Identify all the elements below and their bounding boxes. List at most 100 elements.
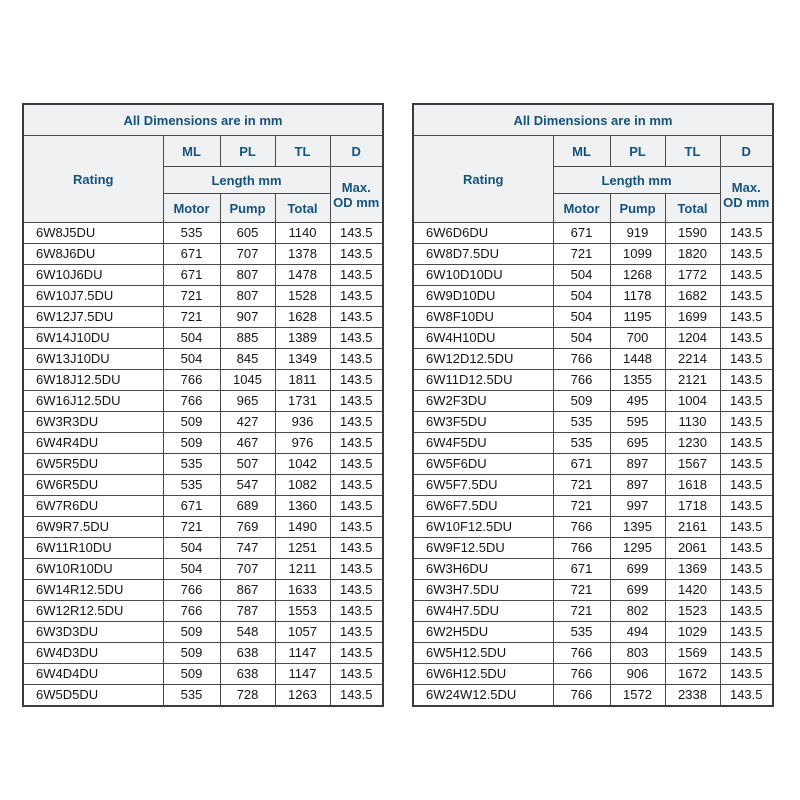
table-row: 6W6H12.5DU 766 906 1672 143.5 (412, 663, 774, 685)
max-od-cell: 143.5 (329, 411, 384, 433)
title-row: All Dimensions are in mm (412, 103, 774, 136)
pump-length-cell: 907 (219, 306, 276, 328)
rating-cell: 6W5F6DU (412, 453, 554, 475)
motor-length-cell: 766 (552, 348, 611, 370)
pump-length-cell: 1572 (609, 684, 666, 707)
max-od-cell: 143.5 (329, 684, 384, 707)
abbrev-header-row: Rating ML PL TL D (412, 135, 774, 223)
motor-length-cell: 721 (552, 495, 611, 517)
motor-length-cell: 535 (552, 621, 611, 643)
table-row: 6W13J10DU 504 845 1349 143.5 (22, 348, 384, 370)
table-row: 6W14R12.5DU 766 867 1633 143.5 (22, 579, 384, 601)
total-length-cell: 1004 (664, 390, 721, 412)
total-length-cell: 1682 (664, 285, 721, 307)
motor-length-cell: 766 (162, 579, 221, 601)
pump-length-cell: 997 (609, 495, 666, 517)
pump-length-cell: 605 (219, 222, 276, 244)
rating-cell: 6W18J12.5DU (22, 369, 164, 391)
max-od-cell: 143.5 (719, 369, 774, 391)
table-row: 6W9D10DU 504 1178 1682 143.5 (412, 285, 774, 307)
max-od-cell: 143.5 (329, 264, 384, 286)
motor-length-cell: 671 (162, 495, 221, 517)
motor-length-cell: 766 (552, 369, 611, 391)
motor-length-cell: 504 (552, 264, 611, 286)
motor-length-cell: 766 (552, 663, 611, 685)
table-row: 6W2F3DU 509 495 1004 143.5 (412, 390, 774, 412)
total-length-cell: 1820 (664, 243, 721, 265)
rating-cell: 6W10F12.5DU (412, 516, 554, 538)
table-row: 6W10J7.5DU 721 807 1528 143.5 (22, 285, 384, 307)
max-od-cell: 143.5 (719, 390, 774, 412)
max-od-cell: 143.5 (719, 264, 774, 286)
pump-length-cell: 787 (219, 600, 276, 622)
motor-length-cell: 766 (552, 642, 611, 664)
pump-length-cell: 427 (219, 411, 276, 433)
table-row: 6W10F12.5DU 766 1395 2161 143.5 (412, 516, 774, 538)
table-row: 6W5R5DU 535 507 1042 143.5 (22, 453, 384, 475)
max-od-cell: 143.5 (329, 222, 384, 244)
table-body-left: 6W8J5DU 535 605 1140 143.5 6W8J6DU 671 707 1378 1… (22, 222, 384, 707)
pump-length-cell: 867 (219, 579, 276, 601)
table-row: 6W8J6DU 671 707 1378 143.5 (22, 243, 384, 265)
max-od-cell: 143.5 (329, 495, 384, 517)
pump-length-cell: 507 (219, 453, 276, 475)
pump-length-cell: 897 (609, 453, 666, 475)
table-row: 6W24W12.5DU 766 1572 2338 143.5 (412, 684, 774, 707)
total-length-cell: 1251 (274, 537, 331, 559)
max-od-cell: 143.5 (329, 474, 384, 496)
rating-cell: 6W9R7.5DU (22, 516, 164, 538)
motor-length-cell: 504 (552, 327, 611, 349)
total-length-cell: 1699 (664, 306, 721, 328)
rating-cell: 6W6H12.5DU (412, 663, 554, 685)
pump-length-cell: 897 (609, 474, 666, 496)
motor-length-cell: 766 (162, 390, 221, 412)
motor-length-cell: 766 (162, 369, 221, 391)
rating-cell: 6W10J6DU (22, 264, 164, 286)
table-row: 6W10R10DU 504 707 1211 143.5 (22, 558, 384, 580)
motor-length-cell: 721 (552, 600, 611, 622)
motor-length-cell: 535 (552, 432, 611, 454)
total-length-cell: 1204 (664, 327, 721, 349)
total-length-cell: 1369 (664, 558, 721, 580)
max-od-cell: 143.5 (329, 432, 384, 454)
rating-cell: 6W8J6DU (22, 243, 164, 265)
pump-length-cell: 802 (609, 600, 666, 622)
max-od-cell: 143.5 (719, 495, 774, 517)
total-length-cell: 1633 (274, 579, 331, 601)
total-length-cell: 1057 (274, 621, 331, 643)
pump-length-cell: 699 (609, 558, 666, 580)
col-header-d: D (719, 135, 774, 167)
motor-length-cell: 766 (552, 684, 611, 707)
total-length-cell: 1528 (274, 285, 331, 307)
rating-cell: 6W11R10DU (22, 537, 164, 559)
max-od-cell: 143.5 (329, 621, 384, 643)
sub-header-row: Motor Pump Total (23, 193, 383, 223)
total-length-cell: 2338 (664, 684, 721, 707)
table-row: 6W12J7.5DU 721 907 1628 143.5 (22, 306, 384, 328)
table-row: 6W10J6DU 671 807 1478 143.5 (22, 264, 384, 286)
pump-length-cell: 495 (609, 390, 666, 412)
motor-length-cell: 721 (552, 474, 611, 496)
pump-length-cell: 845 (219, 348, 276, 370)
left-dimensions-table: All Dimensions are in mm Rating ML PL TL… (22, 103, 384, 707)
pump-length-cell: 1178 (609, 285, 666, 307)
table-row: 6W3H7.5DU 721 699 1420 143.5 (412, 579, 774, 601)
table-row: 6W3D3DU 509 548 1057 143.5 (22, 621, 384, 643)
pump-length-cell: 595 (609, 411, 666, 433)
max-od-cell: 143.5 (719, 516, 774, 538)
motor-length-cell: 535 (552, 411, 611, 433)
pump-length-cell: 700 (609, 327, 666, 349)
table-row: 6W9R7.5DU 721 769 1490 143.5 (22, 516, 384, 538)
motor-length-cell: 671 (162, 264, 221, 286)
table-row: 6W6R5DU 535 547 1082 143.5 (22, 474, 384, 496)
total-length-cell: 936 (274, 411, 331, 433)
motor-length-cell: 535 (162, 684, 221, 707)
rating-cell: 6W5R5DU (22, 453, 164, 475)
pump-length-cell: 1355 (609, 369, 666, 391)
max-od-cell: 143.5 (719, 621, 774, 643)
rating-cell: 6W5H12.5DU (412, 642, 554, 664)
table-row: 6W6D6DU 671 919 1590 143.5 (412, 222, 774, 244)
rating-cell: 6W11D12.5DU (412, 369, 554, 391)
table-row: 6W16J12.5DU 766 965 1731 143.5 (22, 390, 384, 412)
